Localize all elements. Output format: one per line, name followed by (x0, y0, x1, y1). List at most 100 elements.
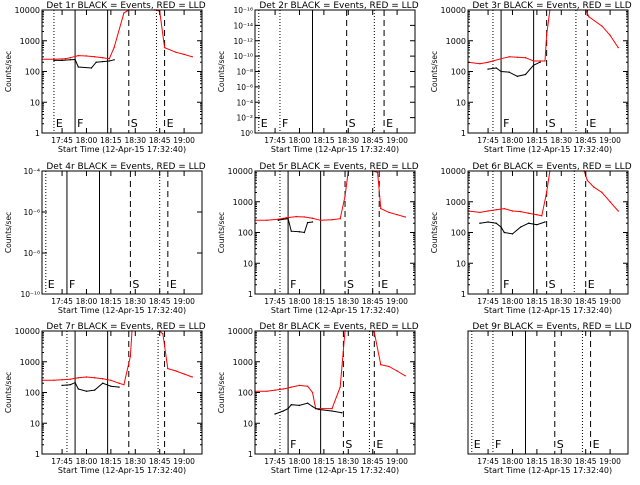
lld-point (102, 378, 104, 380)
lld-point (479, 211, 481, 214)
lld-point (285, 217, 288, 219)
marker-label: E (589, 117, 596, 130)
plot-frame (41, 170, 203, 295)
lld-point (339, 218, 341, 220)
y-tick-label: 10⁻⁶ (236, 83, 253, 92)
lld-point (331, 407, 333, 410)
lld-point (93, 56, 96, 58)
x-tick-label: 19:00 (386, 297, 408, 306)
y-tick-label: 100 (238, 389, 253, 398)
plot-frame (467, 330, 629, 455)
lld-point (167, 367, 169, 370)
x-tick-label: 18:00 (76, 457, 98, 466)
lld-point (511, 210, 514, 212)
x-tick-label: 18:15 (100, 297, 122, 306)
marker-label: F (495, 438, 501, 451)
lld-point (303, 216, 306, 218)
y-tick-label: 10 (456, 259, 466, 268)
lld-point (183, 53, 185, 56)
marker-label: E (386, 117, 393, 130)
events-point (298, 231, 301, 233)
y-tick-label: 10000 (441, 167, 466, 176)
lld-point (396, 213, 398, 216)
y-tick-label: 10 (456, 98, 466, 107)
x-tick-label: 18:45 (149, 457, 171, 466)
panel-title: Det 2r BLACK = Events, RED = LLD (259, 1, 418, 11)
events-point (110, 385, 112, 387)
lld-point (479, 62, 481, 65)
lld-point (123, 12, 125, 14)
x-tick-label: 19:00 (599, 457, 621, 466)
marker-label: E (474, 438, 481, 451)
lld-point (500, 58, 502, 60)
y-axis-title: Counts/sec (430, 212, 439, 253)
series-events-line (53, 58, 115, 69)
y-tick-label: 1 (248, 450, 253, 459)
y-tick-label: 10000 (441, 6, 466, 15)
y-tick-label: 10 (243, 259, 253, 268)
x-tick-label: 17:45 (51, 136, 73, 145)
panel-title: Det 3r BLACK = Events, RED = LLD (472, 1, 631, 11)
panel-det-1: Det 1r BLACK = Events, RED = LLD E F S E 1 10 1… (4, 1, 206, 154)
plot-frame (467, 170, 629, 295)
x-tick-label: 18:00 (289, 297, 311, 306)
y-tick-label: 1000 (446, 198, 466, 207)
lld-point (319, 407, 322, 410)
lld-point (519, 210, 522, 213)
x-tick-label: 18:45 (362, 297, 384, 306)
y-tick-label: 10⁻⁶ (23, 208, 40, 217)
x-tick-label: 18:45 (149, 136, 171, 145)
x-tick-label: 18:30 (550, 457, 572, 466)
events-point (503, 231, 506, 234)
series-lld-line (467, 9, 619, 65)
events-point (524, 73, 527, 76)
lld-point (396, 370, 398, 372)
lld-point (528, 212, 530, 215)
y-tick-label: 10⁻¹² (233, 37, 253, 46)
plot-frame (41, 330, 203, 455)
lld-point (175, 370, 177, 372)
y-tick-label: 1 (35, 129, 40, 138)
panel-det-7: Det 7r BLACK = Events, RED = LLD 1 10 100 10… (4, 322, 206, 475)
y-axis-title: Counts/sec (4, 372, 13, 413)
lld-point (404, 216, 406, 218)
events-point (544, 221, 546, 223)
lld-point (545, 191, 548, 194)
lld-point (487, 210, 489, 212)
x-tick-label: 18:45 (149, 297, 171, 306)
panel-title: Det 1r BLACK = Events, RED = LLD (46, 1, 205, 11)
lld-point (123, 383, 125, 386)
series-lld-line (42, 330, 193, 386)
marker-label: S (549, 278, 556, 291)
marker-label: E (588, 278, 595, 291)
events-point (311, 221, 314, 223)
lld-point (69, 378, 71, 380)
y-tick-label: 10⁻¹⁴ (233, 21, 253, 30)
y-tick-label: 1000 (446, 37, 466, 46)
lld-point (516, 56, 519, 58)
lld-point (191, 376, 193, 378)
events-point (511, 233, 514, 235)
lld-point (108, 58, 110, 60)
panel-det-4: Det 4r BLACK = Events, RED = LLD E F S E 10⁻¹… (4, 162, 206, 315)
y-tick-label: 100 (451, 68, 466, 77)
y-tick-label: 10⁰ (240, 129, 253, 138)
lld-point (183, 373, 185, 375)
y-axis-title: Counts/sec (4, 212, 13, 253)
marker-label: F (282, 117, 288, 130)
series-events-line (488, 61, 541, 77)
y-tick-label: 10⁻⁸ (236, 68, 253, 77)
marker-label: S (349, 117, 356, 130)
x-tick-label: 17:45 (264, 457, 286, 466)
marker-label: E (593, 438, 600, 451)
lld-point (287, 387, 289, 389)
x-axis-title: Start Time (12-Apr-15 17:32:40) (484, 145, 612, 154)
events-point (508, 71, 510, 73)
lld-point (61, 379, 63, 381)
y-tick-label: 10 (243, 419, 253, 428)
events-point (528, 222, 530, 224)
x-tick-label: 18:00 (289, 457, 311, 466)
events-point (287, 407, 289, 410)
marker-label: E (170, 278, 177, 291)
